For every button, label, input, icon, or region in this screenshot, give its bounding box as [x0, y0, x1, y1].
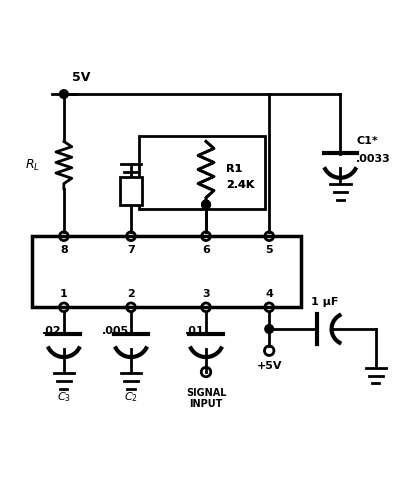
Text: .01: .01	[184, 327, 204, 336]
Circle shape	[265, 325, 274, 333]
Circle shape	[60, 90, 68, 98]
Text: .02: .02	[42, 327, 62, 336]
Polygon shape	[120, 177, 142, 205]
Text: $R_L$: $R_L$	[25, 158, 40, 173]
Text: $C_2$: $C_2$	[124, 390, 138, 404]
Text: 4: 4	[265, 289, 273, 298]
Text: R1: R1	[226, 164, 242, 174]
Polygon shape	[32, 236, 301, 307]
Text: 1: 1	[60, 289, 68, 298]
Text: 5: 5	[265, 245, 273, 255]
Text: 8: 8	[60, 245, 68, 255]
Circle shape	[202, 200, 210, 209]
Text: 1 μF: 1 μF	[311, 297, 338, 307]
Text: .005: .005	[102, 327, 129, 336]
Text: 5V: 5V	[72, 71, 90, 84]
Text: SIGNAL
INPUT: SIGNAL INPUT	[186, 388, 226, 409]
Text: 2.4K: 2.4K	[226, 180, 254, 190]
Text: 6: 6	[202, 245, 210, 255]
Text: C1*: C1*	[356, 137, 378, 147]
Polygon shape	[139, 136, 265, 209]
Text: +5V: +5V	[256, 360, 282, 370]
Text: 3: 3	[202, 289, 210, 298]
Circle shape	[202, 200, 210, 209]
Text: R1: R1	[226, 164, 242, 174]
Text: 2: 2	[127, 289, 135, 298]
Text: 2.4K: 2.4K	[226, 180, 254, 190]
Text: 7: 7	[127, 245, 135, 255]
Text: .0033: .0033	[356, 154, 391, 164]
Text: $C_3$: $C_3$	[57, 390, 71, 404]
